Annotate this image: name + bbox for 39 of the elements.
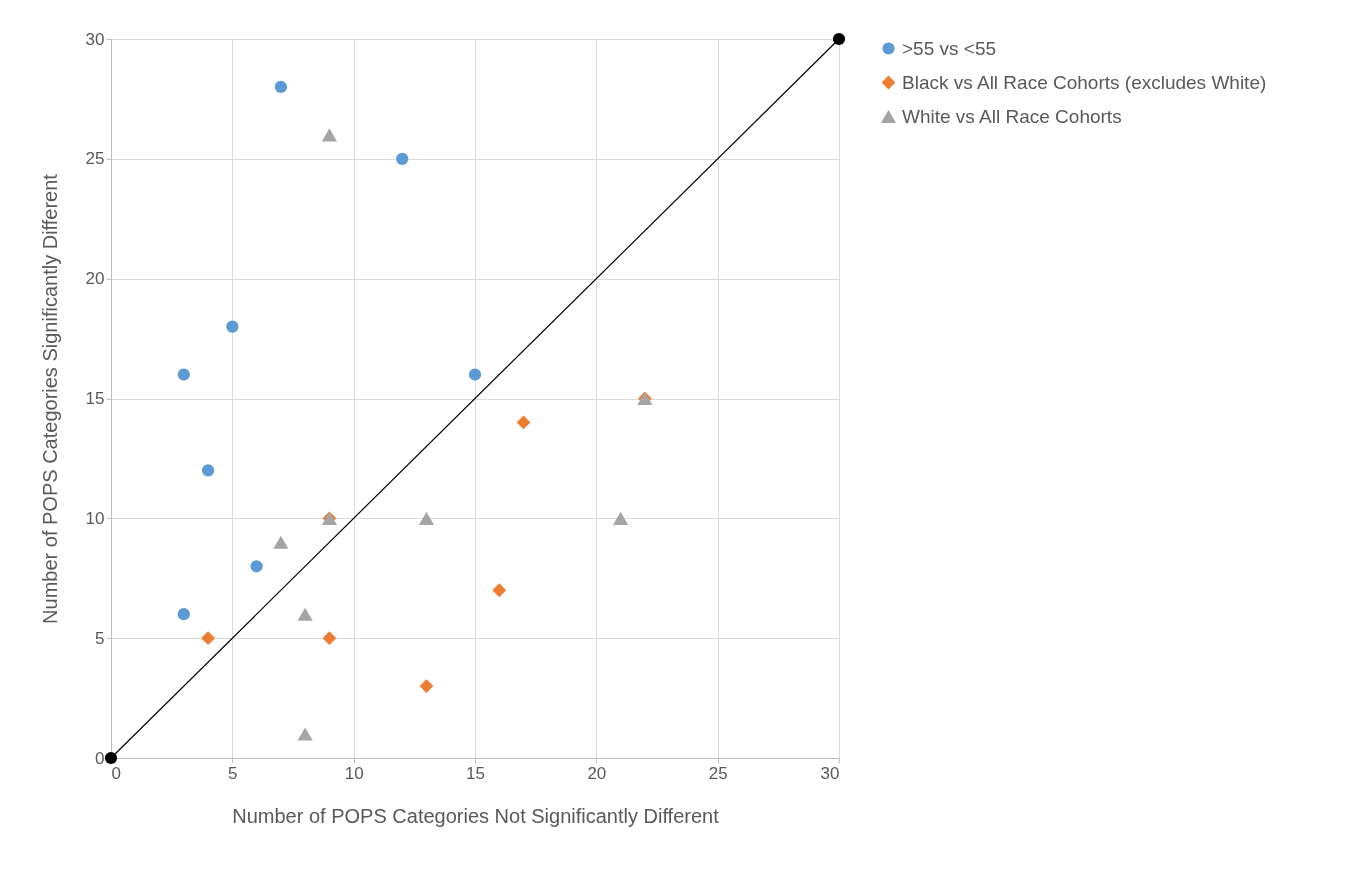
x-tick-label: 10	[344, 763, 364, 783]
point	[468, 368, 482, 381]
x-tick-label: 15	[466, 763, 485, 783]
legend-label: Black vs All Race Cohorts (excludes White)	[902, 71, 1267, 93]
legend-label: White vs All Race Cohorts	[902, 105, 1122, 127]
legend-label: >55 vs <55	[902, 37, 997, 59]
x-tick-label: 20	[587, 763, 607, 783]
y-tick-label: 10	[85, 508, 105, 528]
y-axis-title: Number of POPS Categories Significantly Different	[38, 173, 61, 624]
point	[226, 320, 239, 333]
y-tick-label: 0	[95, 748, 105, 768]
point	[396, 152, 409, 165]
point	[177, 368, 190, 381]
point	[177, 608, 190, 621]
x-tick-label: 25	[708, 763, 728, 783]
x-tick-label: 30	[820, 763, 840, 783]
point	[297, 607, 313, 621]
x-axis-title: Number of POPS Categories Not Significantly Different	[232, 804, 720, 827]
y-tick-label: 15	[85, 389, 105, 408]
point	[419, 679, 434, 693]
y-tick-label: 5	[95, 628, 105, 648]
point	[104, 751, 118, 765]
point	[201, 464, 215, 477]
point	[322, 631, 337, 646]
point	[273, 535, 289, 549]
point	[201, 631, 215, 646]
point	[297, 727, 313, 741]
point	[492, 583, 507, 598]
point	[418, 511, 435, 525]
point	[274, 80, 287, 94]
point	[321, 128, 337, 142]
y-tick-label: 30	[85, 29, 105, 49]
x-tick-label: 0	[111, 763, 121, 783]
y-tick-label: 25	[85, 149, 105, 169]
point	[832, 32, 846, 46]
y-tick-label: 20	[85, 269, 105, 289]
x-tick-label: 5	[228, 763, 238, 783]
point	[250, 560, 263, 573]
point	[613, 511, 629, 525]
